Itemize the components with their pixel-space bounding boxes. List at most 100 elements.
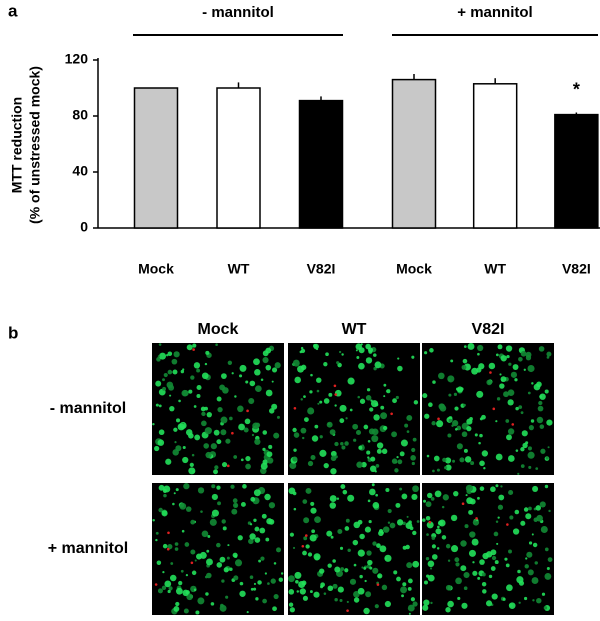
cell bbox=[238, 423, 246, 431]
cell bbox=[210, 602, 215, 606]
cell bbox=[514, 378, 518, 382]
cell bbox=[358, 362, 365, 370]
cell bbox=[347, 548, 351, 553]
cell bbox=[461, 602, 468, 609]
cell bbox=[365, 357, 373, 364]
cell bbox=[342, 489, 348, 495]
cell bbox=[379, 545, 387, 553]
cell bbox=[309, 390, 313, 394]
row-label: - mannitol bbox=[50, 400, 126, 417]
cell bbox=[326, 421, 333, 428]
cell bbox=[452, 420, 459, 427]
cell bbox=[442, 494, 449, 501]
dead-cell bbox=[376, 583, 380, 586]
cell bbox=[400, 439, 408, 447]
cell bbox=[431, 554, 438, 560]
cell bbox=[522, 442, 528, 449]
cell bbox=[499, 373, 502, 376]
cell bbox=[264, 572, 268, 575]
cell bbox=[345, 417, 348, 420]
cell bbox=[364, 526, 371, 533]
cell bbox=[518, 357, 523, 362]
cell bbox=[407, 586, 412, 591]
cell bbox=[469, 531, 476, 538]
cell bbox=[173, 606, 180, 612]
cell bbox=[479, 559, 485, 565]
cell bbox=[267, 582, 270, 585]
cell bbox=[211, 493, 218, 501]
cell bbox=[371, 483, 375, 487]
cell bbox=[192, 343, 197, 348]
cell bbox=[474, 433, 478, 437]
cell bbox=[186, 344, 193, 351]
cell bbox=[194, 434, 201, 441]
cell bbox=[545, 456, 549, 460]
cell bbox=[271, 403, 278, 410]
cell bbox=[232, 502, 239, 508]
cell bbox=[396, 576, 401, 582]
cell bbox=[482, 589, 487, 594]
cell bbox=[431, 536, 436, 540]
cell bbox=[250, 587, 254, 591]
cell bbox=[339, 546, 344, 550]
cell bbox=[454, 406, 459, 411]
dead-cell bbox=[166, 547, 170, 551]
cell bbox=[471, 538, 479, 546]
cell bbox=[467, 343, 475, 350]
cell bbox=[442, 457, 447, 463]
cell bbox=[189, 462, 194, 467]
cell bbox=[213, 469, 218, 475]
cell bbox=[260, 556, 265, 561]
cell bbox=[363, 566, 367, 570]
cell bbox=[512, 364, 519, 370]
cell bbox=[430, 601, 433, 605]
cell bbox=[162, 543, 168, 549]
cell bbox=[162, 571, 165, 574]
cell bbox=[544, 572, 552, 580]
cell bbox=[313, 553, 321, 561]
cell bbox=[466, 418, 473, 425]
cell bbox=[531, 382, 534, 385]
cell bbox=[394, 468, 399, 473]
cell bbox=[302, 595, 309, 601]
cell bbox=[325, 352, 329, 357]
cell bbox=[502, 597, 506, 601]
cell bbox=[477, 352, 480, 356]
cell bbox=[268, 444, 273, 450]
dead-cell bbox=[461, 502, 465, 506]
cell bbox=[497, 504, 504, 510]
cell bbox=[216, 562, 223, 568]
cell bbox=[193, 362, 201, 369]
cell bbox=[178, 580, 183, 586]
cell bbox=[361, 461, 367, 468]
cell bbox=[357, 587, 365, 595]
cell bbox=[205, 451, 212, 459]
micrograph bbox=[422, 483, 554, 615]
cell bbox=[507, 389, 515, 397]
cell bbox=[410, 455, 416, 461]
cell bbox=[304, 417, 309, 422]
cell bbox=[367, 499, 371, 503]
cell bbox=[190, 549, 196, 555]
x-tick-label: Mock bbox=[138, 261, 174, 277]
cell bbox=[237, 405, 244, 413]
cell bbox=[232, 498, 238, 504]
cell bbox=[538, 346, 545, 352]
cell bbox=[260, 378, 264, 382]
cell bbox=[517, 472, 520, 475]
cell bbox=[271, 380, 274, 383]
cell bbox=[546, 419, 553, 426]
cell bbox=[175, 445, 182, 452]
cell bbox=[497, 516, 500, 519]
cell bbox=[466, 426, 472, 432]
dead-cell bbox=[167, 531, 170, 535]
cell bbox=[495, 453, 503, 461]
cell bbox=[179, 502, 187, 510]
cell bbox=[273, 432, 280, 439]
cell bbox=[347, 377, 355, 385]
cell bbox=[352, 423, 359, 430]
cell bbox=[193, 588, 197, 592]
cell bbox=[543, 606, 548, 610]
cell bbox=[454, 427, 458, 431]
